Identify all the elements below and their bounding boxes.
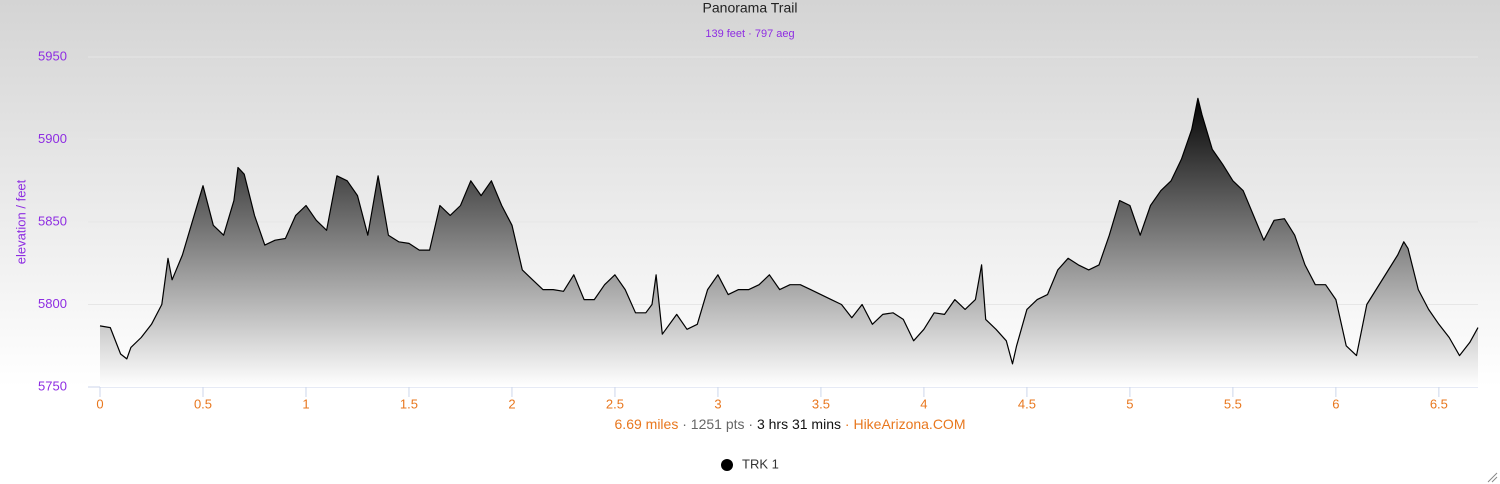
y-axis-label: elevation / feet: [13, 179, 28, 264]
footer-separator: ·: [682, 416, 687, 432]
legend-label[interactable]: TRK 1: [742, 456, 779, 471]
x-tick-label: 0: [96, 396, 103, 411]
x-tick-label: 2: [508, 396, 515, 411]
y-tick-label: 5850: [38, 213, 67, 228]
x-tick-label: 2.5: [606, 396, 624, 411]
legend-symbol: [721, 459, 733, 471]
y-tick-label: 5950: [38, 48, 67, 63]
y-tick-label: 5750: [38, 378, 67, 393]
line: [99, 97, 1479, 365]
footer-points: 1251 pts: [691, 416, 745, 432]
plot: [88, 56, 1479, 397]
x-tick-label: 1.5: [400, 396, 418, 411]
x-tick-label: 3: [714, 396, 721, 411]
y-tick-label: 5800: [38, 296, 67, 311]
x-tick-label: 5: [1126, 396, 1133, 411]
x-tick-label: 6: [1332, 396, 1339, 411]
chart-subtitle: 139 feet · 797 aeg: [705, 28, 794, 40]
y-tick-label: 5900: [38, 131, 67, 146]
x-tick-label: 1: [302, 396, 309, 411]
footer-duration: 3 hrs 31 mins: [757, 416, 841, 432]
chart-title: Panorama Trail: [703, 0, 798, 16]
resize-handle[interactable]: [1487, 472, 1498, 483]
x-tick-label: 3.5: [812, 396, 830, 411]
footer-separator: ·: [748, 416, 753, 432]
footer-separator: ·: [845, 416, 850, 432]
footer-site: HikeArizona.COM: [853, 416, 965, 432]
footer-distance: 6.69 miles: [615, 416, 679, 432]
footer: 6.69 miles · 1251 pts · 3 hrs 31 mins · …: [615, 416, 966, 432]
x-tick-label: 4: [920, 396, 927, 411]
x-tick-label: 0.5: [194, 396, 212, 411]
area-fill: [100, 98, 1478, 388]
x-tick-label: 6.5: [1430, 396, 1448, 411]
x-tick-label: 5.5: [1224, 396, 1242, 411]
x-tick-label: 4.5: [1018, 396, 1036, 411]
